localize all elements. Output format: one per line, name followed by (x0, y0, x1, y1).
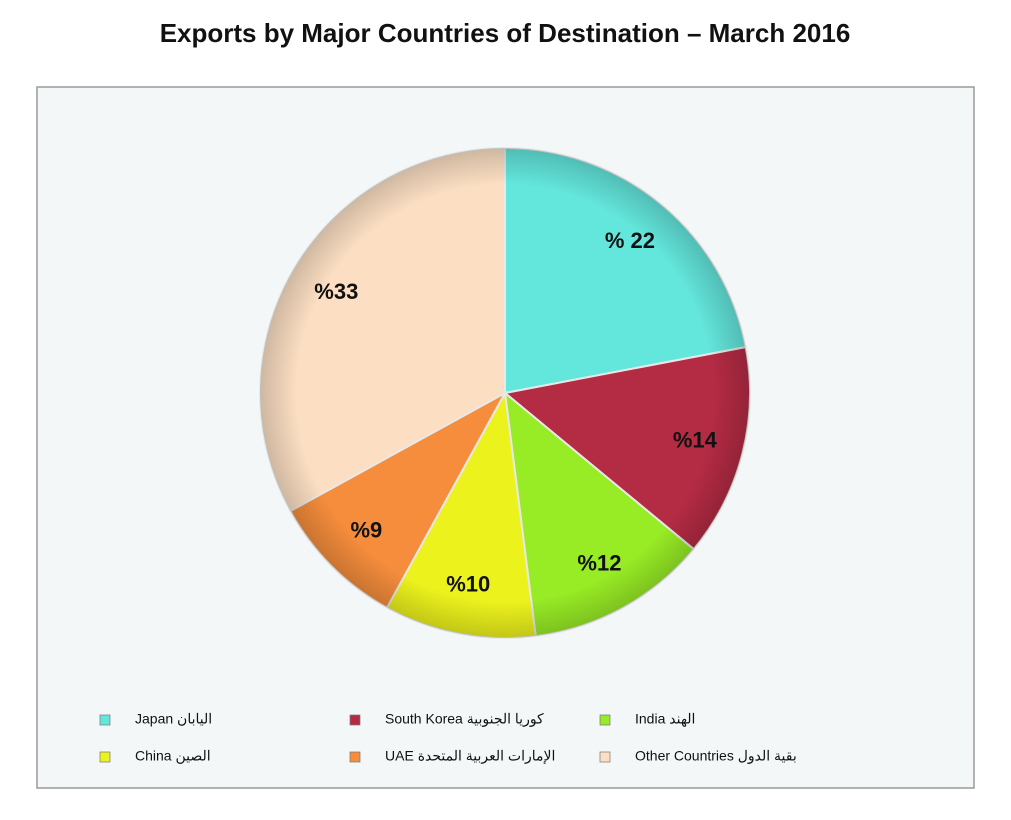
legend-label: Japan اليابان (135, 711, 212, 727)
data-label: %14 (673, 428, 718, 453)
chart-title: Exports by Major Countries of Destinatio… (160, 18, 851, 48)
data-label: %33 (314, 279, 358, 304)
data-label: %10 (446, 571, 490, 596)
legend-label: UAE الإمارات العربية المتحدة (385, 748, 555, 765)
data-label: %9 (351, 517, 383, 542)
legend-label: Other Countries بقية الدول (635, 748, 797, 765)
data-label: % 22 (605, 228, 655, 253)
legend-marker (349, 714, 361, 726)
legend-label: South Korea كوريا الجنوبية (385, 711, 544, 728)
legend-marker (99, 751, 111, 763)
legend-marker (349, 751, 361, 763)
legend-marker (99, 714, 111, 726)
legend-label: China الصين (135, 748, 211, 765)
data-label: %12 (577, 551, 621, 576)
legend-marker (599, 714, 611, 726)
legend-marker (599, 751, 611, 763)
legend-label: India الهند (635, 711, 695, 728)
